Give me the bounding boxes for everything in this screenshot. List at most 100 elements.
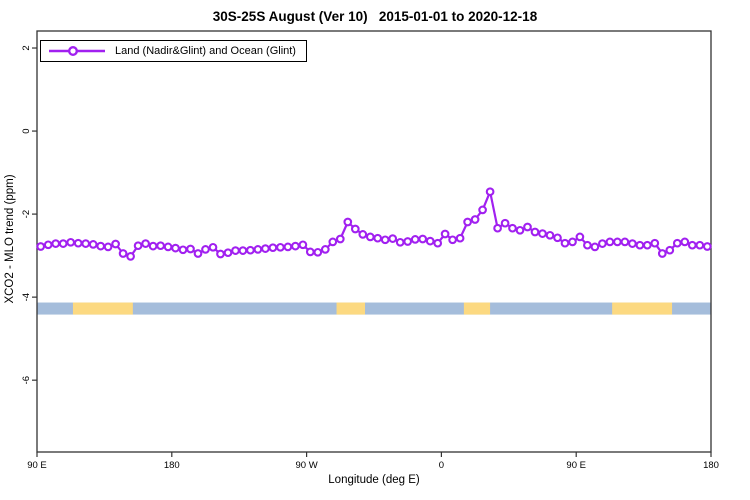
data-point [373,233,383,243]
data-point [583,240,592,250]
data-point [553,233,562,243]
data-point [305,247,315,257]
data-point [126,252,135,261]
data-point [628,239,637,248]
data-point [530,227,540,237]
data-point [238,246,248,255]
data-point [403,237,413,246]
data-point [193,249,203,258]
x-tick-label: 180 [703,460,719,471]
data-point [478,205,487,215]
data-point [575,232,585,242]
data-point [515,225,525,235]
data-point [560,238,570,248]
data-point [216,249,225,259]
data-point [620,237,630,247]
data-point [261,244,270,253]
data-point [178,245,188,255]
plot-border [36,30,712,453]
data-point [88,240,98,249]
data-point [598,239,607,248]
data-point [672,238,682,248]
data-point [223,248,233,258]
data-point [665,245,675,255]
data-point [103,242,113,252]
data-point [66,237,76,247]
data-point [508,223,517,233]
data-point [702,242,712,251]
data-point [425,236,435,246]
data-point [148,241,158,251]
data-point [118,249,128,258]
chart-legend: Land (Nadir&Glint) and Ocean (Glint) [40,40,307,62]
data-point [523,222,532,232]
data-point [448,235,457,245]
data-point [500,218,510,228]
data-point [635,240,645,250]
data-point [493,223,502,233]
data-point [43,240,53,250]
data-point [343,217,353,227]
data-point [433,238,443,248]
data-point [410,235,420,244]
y-axis-label: XCO2 - MLO trend (ppm) [4,174,16,304]
data-point [111,239,120,249]
data-point [141,239,150,248]
data-point [253,245,263,254]
data-point [335,234,345,244]
y-tick-label: -4 [21,293,32,301]
data-point [201,245,210,254]
data-point [590,242,600,252]
y-tick-label: -6 [21,376,32,384]
data-point [350,224,360,234]
data-point [650,238,660,248]
land-segment [612,302,673,315]
y-tick-label: 2 [21,45,32,50]
data-point [73,238,83,248]
x-tick-label: 90 E [566,460,586,471]
legend-series-label: Land (Nadir&Glint) and Ocean (Glint) [115,45,296,57]
data-point [642,240,652,250]
data-point [313,247,323,257]
data-point [470,215,480,224]
y-tick-label: -2 [21,210,32,218]
x-tick-label: 90 W [296,460,318,471]
data-point [613,237,622,247]
data-point [208,242,218,252]
data-point [365,232,375,242]
data-point [51,239,61,248]
data-point [388,234,398,243]
data-point [58,239,68,248]
land-segment [72,302,133,315]
data-point [545,230,555,240]
data-point [395,237,405,247]
data-point [440,229,450,239]
land-segment [463,302,491,315]
data-point [298,240,308,250]
data-point [358,230,368,239]
data-point [320,245,330,254]
x-tick-label: 0 [439,460,444,471]
data-point [463,217,472,227]
x-tick-label: 90 E [27,460,47,471]
data-point [96,241,106,251]
x-axis-label: Longitude (deg E) [328,474,420,486]
data-point [418,234,428,244]
data-point [186,244,195,254]
data-point [695,240,705,250]
data-point [156,241,165,251]
data-point [687,240,697,250]
ocean-band [37,302,711,315]
data-point [268,243,278,253]
data-point [133,241,143,251]
data-point [485,187,495,197]
data-point [455,233,465,243]
chart-title: 30S-25S August (Ver 10) 2015-01-01 to 20… [212,9,538,24]
data-point [328,237,338,247]
data-point [276,242,285,252]
data-point [246,245,255,255]
data-point [81,239,91,248]
data-point [680,237,690,247]
